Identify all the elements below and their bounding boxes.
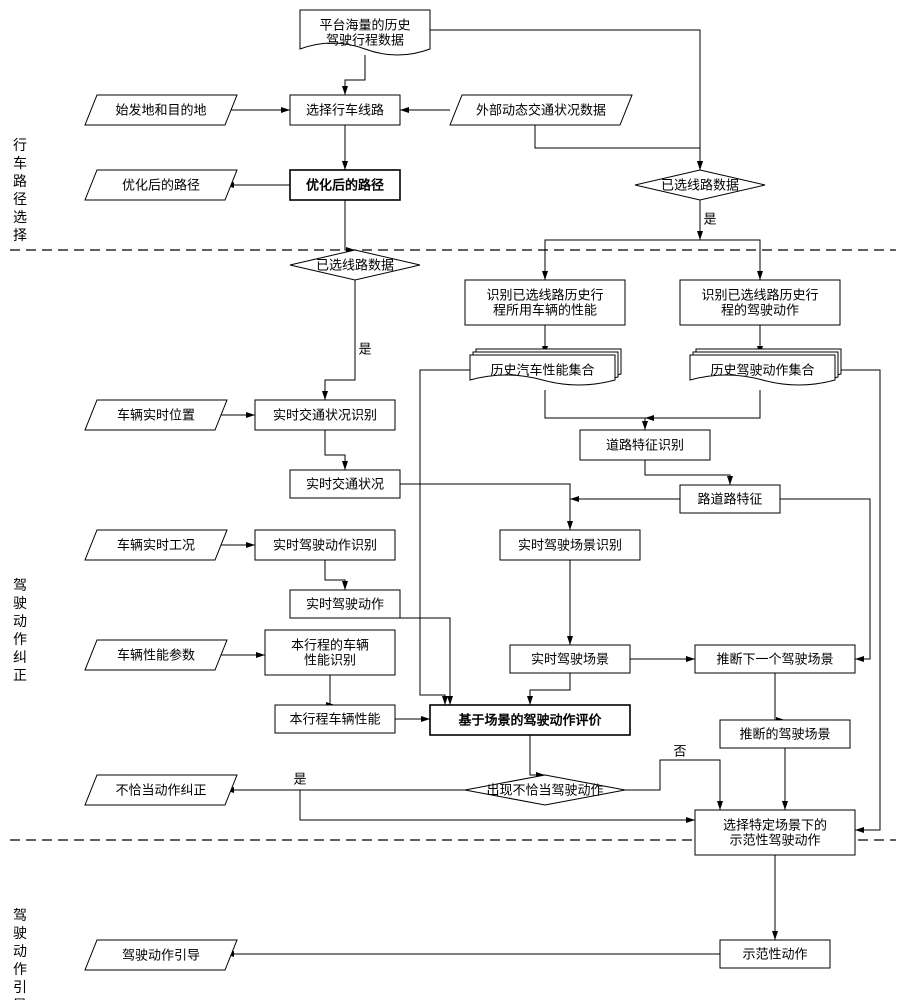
node-text: 实时驾驶场景识别	[518, 537, 622, 552]
edge	[345, 55, 365, 95]
svg-text:路: 路	[13, 173, 27, 189]
section-label: 驾驶动作纠正	[13, 577, 27, 683]
node-text: 优化后的路径	[122, 177, 200, 192]
node-text: 历史汽车性能集合	[490, 362, 594, 377]
node-text: 识别已选线路历史行	[701, 287, 818, 302]
svg-text:引: 引	[13, 979, 27, 995]
edge-label: 是	[293, 771, 306, 786]
node-text: 优化后的路径	[306, 177, 384, 192]
node-text: 推断下一个驾驶场景	[716, 651, 833, 666]
node-text: 历史驾驶动作集合	[710, 362, 814, 377]
edge	[325, 430, 345, 470]
svg-text:驶: 驶	[13, 925, 27, 941]
svg-text:动: 动	[13, 943, 27, 959]
edge	[330, 675, 335, 705]
node-text: 选择行车线路	[306, 102, 384, 117]
edge	[780, 499, 870, 659]
edge	[535, 125, 700, 170]
edge	[545, 390, 645, 430]
node-text: 车辆实时工况	[117, 537, 195, 552]
edge	[420, 370, 470, 705]
edge	[325, 560, 345, 590]
node-text: 实时驾驶动作识别	[273, 537, 377, 552]
node-text: 本行程的车辆	[291, 637, 369, 652]
svg-text:驾: 驾	[13, 577, 27, 593]
edge	[400, 484, 570, 530]
svg-text:动: 动	[13, 613, 27, 629]
node-text: 本行程车辆性能	[289, 711, 380, 726]
node-text: 程所用车辆的性能	[493, 302, 597, 317]
node-text: 不恰当动作纠正	[115, 782, 206, 797]
node-text: 已选线路数据	[316, 257, 394, 272]
svg-text:正: 正	[13, 667, 27, 683]
node-text: 外部动态交通状况数据	[476, 102, 606, 117]
edge	[530, 673, 570, 705]
edge-label: 否	[673, 743, 686, 758]
svg-text:选: 选	[13, 209, 27, 225]
edge	[700, 240, 760, 280]
node-text: 驾驶行程数据	[326, 32, 404, 47]
edge	[645, 390, 760, 418]
edge	[325, 280, 355, 400]
node-text: 程的驾驶动作	[721, 302, 799, 317]
node-text: 识别已选线路历史行	[486, 287, 603, 302]
edge	[835, 370, 880, 830]
node-text: 已选线路数据	[661, 177, 739, 192]
node-text: 路道路特征	[697, 491, 762, 506]
node-text: 驾驶动作引导	[122, 947, 200, 962]
node-text: 基于场景的驾驶动作评价	[457, 712, 602, 727]
node-text: 实时交通状况识别	[273, 407, 377, 422]
node-text: 示范性驾驶动作	[729, 832, 820, 847]
svg-text:行: 行	[13, 137, 27, 153]
svg-text:作: 作	[13, 631, 27, 647]
edge	[775, 673, 785, 720]
node-text: 车辆实时位置	[117, 407, 195, 422]
section-label: 行车路径选择	[13, 137, 27, 243]
edge	[545, 240, 700, 280]
node-text: 平台海量的历史	[319, 17, 410, 32]
node-text: 选择特定场景下的	[723, 817, 827, 832]
svg-text:驾: 驾	[13, 907, 27, 923]
svg-text:径: 径	[13, 191, 27, 207]
edge	[645, 460, 730, 485]
node-text: 出现不恰当驾驶动作	[486, 782, 603, 797]
edge-label: 是	[703, 211, 716, 226]
svg-text:车: 车	[13, 155, 27, 171]
svg-text:择: 择	[13, 227, 27, 243]
edge	[625, 760, 720, 810]
node-text: 道路特征识别	[606, 437, 684, 452]
node-text: 实时交通状况	[306, 476, 384, 491]
node-text: 示范性动作	[742, 946, 807, 961]
edge	[530, 735, 545, 775]
node-text: 推断的驾驶场景	[739, 726, 830, 741]
node-text: 性能识别	[304, 652, 356, 667]
node-text: 始发地和目的地	[115, 102, 206, 117]
edge-label: 是	[358, 341, 371, 356]
node-text: 实时驾驶动作	[306, 596, 384, 611]
node-text: 实时驾驶场景	[531, 651, 609, 666]
svg-text:纠: 纠	[13, 649, 27, 665]
edge	[345, 200, 355, 250]
node-text: 车辆性能参数	[117, 647, 195, 662]
section-label: 驾驶动作引导	[13, 907, 27, 1000]
svg-text:作: 作	[13, 961, 27, 977]
svg-text:驶: 驶	[13, 595, 27, 611]
